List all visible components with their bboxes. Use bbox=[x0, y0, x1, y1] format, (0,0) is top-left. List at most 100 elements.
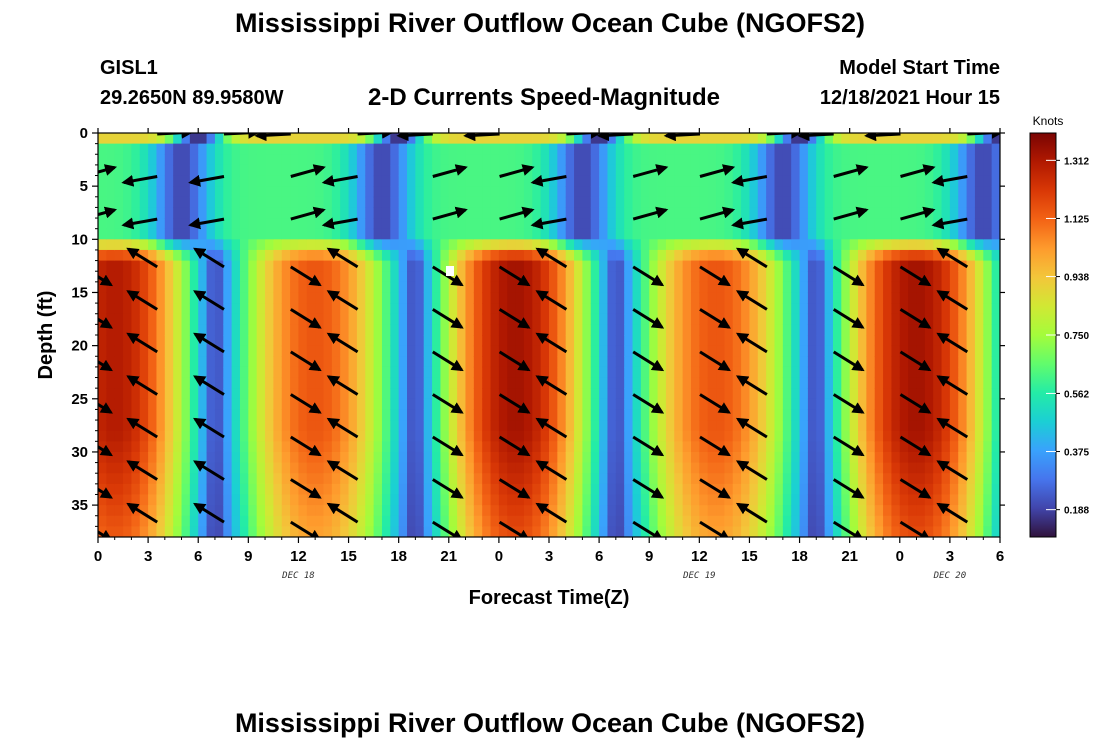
heatmap-cell bbox=[749, 398, 759, 411]
heatmap-cell bbox=[690, 515, 700, 527]
heatmap-cell bbox=[98, 377, 107, 389]
current-vector-arrow bbox=[832, 478, 865, 499]
heatmap-cell bbox=[858, 473, 867, 485]
heatmap-cell bbox=[716, 175, 725, 187]
current-vector-arrow bbox=[326, 375, 359, 396]
heatmap-cell bbox=[248, 271, 258, 283]
heatmap-cell bbox=[899, 324, 909, 336]
heatmap-cell bbox=[958, 483, 968, 496]
heatmap-cell bbox=[390, 494, 400, 506]
heatmap-cell bbox=[473, 398, 483, 411]
x-tick-label: 18 bbox=[791, 548, 808, 565]
heatmap-cell bbox=[448, 143, 458, 155]
heatmap-cell bbox=[98, 409, 107, 421]
heatmap-cell bbox=[849, 292, 859, 304]
heatmap-cell bbox=[239, 249, 249, 262]
heatmap-cell bbox=[448, 420, 458, 432]
heatmap-cell bbox=[665, 313, 675, 325]
heatmap-cell bbox=[457, 366, 467, 379]
heatmap-cell bbox=[791, 366, 801, 379]
heatmap-cell bbox=[373, 133, 383, 145]
heatmap-cell bbox=[716, 451, 725, 464]
heatmap-cell bbox=[841, 228, 851, 240]
heatmap-cell bbox=[858, 196, 867, 209]
heatmap-cell bbox=[106, 175, 116, 187]
current-vector-arrow bbox=[98, 444, 113, 457]
heatmap-cell bbox=[148, 218, 158, 230]
heatmap-cell bbox=[156, 133, 166, 145]
heatmap-cell bbox=[791, 186, 801, 198]
heatmap-cell bbox=[365, 335, 375, 347]
heatmap-cell bbox=[949, 207, 959, 219]
heatmap-cell bbox=[574, 345, 584, 357]
heatmap-cell bbox=[724, 303, 734, 315]
heatmap-cell bbox=[198, 228, 208, 240]
heatmap-cell bbox=[816, 356, 826, 368]
heatmap-cell bbox=[507, 451, 517, 464]
heatmap-cell bbox=[757, 420, 767, 432]
heatmap-cell bbox=[682, 239, 692, 251]
heatmap-cell bbox=[231, 345, 241, 357]
heatmap-cell bbox=[707, 473, 717, 485]
heatmap-cell bbox=[699, 420, 709, 432]
heatmap-cell bbox=[457, 430, 467, 442]
heatmap-cell bbox=[323, 345, 333, 357]
heatmap-cell bbox=[590, 398, 600, 411]
heatmap-cell bbox=[899, 292, 909, 304]
heatmap-cell bbox=[365, 324, 375, 336]
heatmap-cell bbox=[331, 526, 341, 537]
heatmap-cell bbox=[231, 526, 241, 537]
heatmap-cell bbox=[682, 335, 692, 347]
heatmap-cell bbox=[724, 526, 734, 537]
heatmap-cell bbox=[173, 441, 183, 453]
heatmap-cell bbox=[665, 249, 675, 262]
heatmap-cell bbox=[816, 505, 826, 517]
heatmap-cell bbox=[924, 313, 934, 325]
heatmap-cell bbox=[807, 494, 817, 506]
heatmap-cell bbox=[290, 186, 300, 198]
heatmap-cell bbox=[858, 154, 867, 166]
heatmap-cell bbox=[323, 441, 333, 453]
heatmap-cell bbox=[991, 430, 1000, 442]
heatmap-cell bbox=[615, 377, 625, 389]
heatmap-cell bbox=[239, 239, 249, 251]
heatmap-cell bbox=[407, 249, 416, 262]
heatmap-cell bbox=[807, 388, 817, 400]
heatmap-cell bbox=[131, 398, 141, 411]
heatmap-cell bbox=[231, 324, 241, 336]
heatmap-cell bbox=[540, 281, 550, 294]
heatmap-cell bbox=[131, 483, 141, 496]
heatmap-cell bbox=[941, 388, 951, 400]
heatmap-cell bbox=[774, 356, 784, 368]
heatmap-cell bbox=[482, 218, 492, 230]
heatmap-cell bbox=[741, 239, 751, 251]
heatmap-cell bbox=[657, 494, 667, 506]
heatmap-cell bbox=[189, 398, 199, 411]
heatmap-cell bbox=[515, 505, 525, 517]
heatmap-cell bbox=[549, 441, 558, 453]
heatmap-cell bbox=[891, 154, 901, 166]
heatmap-cell bbox=[782, 186, 792, 198]
heatmap-cell bbox=[782, 154, 792, 166]
heatmap-cell bbox=[532, 356, 542, 368]
heatmap-cell bbox=[356, 271, 366, 283]
heatmap-cell bbox=[690, 494, 700, 506]
heatmap-cell bbox=[590, 186, 600, 198]
heatmap-cell bbox=[757, 143, 767, 155]
heatmap-cell bbox=[657, 473, 667, 485]
heatmap-cell bbox=[657, 335, 667, 347]
heatmap-cell bbox=[173, 377, 183, 389]
heatmap-cell bbox=[139, 515, 149, 527]
heatmap-cell bbox=[298, 164, 308, 177]
heatmap-cell bbox=[832, 249, 842, 262]
heatmap-cell bbox=[198, 324, 208, 336]
heatmap-cell bbox=[549, 515, 558, 527]
heatmap-cell bbox=[841, 196, 851, 209]
heatmap-cell bbox=[331, 303, 341, 315]
heatmap-cell bbox=[98, 249, 107, 262]
heatmap-cell bbox=[766, 313, 776, 325]
heatmap-cell bbox=[766, 430, 776, 442]
heatmap-cell bbox=[757, 345, 767, 357]
heatmap-cell bbox=[774, 164, 784, 177]
heatmap-cell bbox=[131, 271, 141, 283]
